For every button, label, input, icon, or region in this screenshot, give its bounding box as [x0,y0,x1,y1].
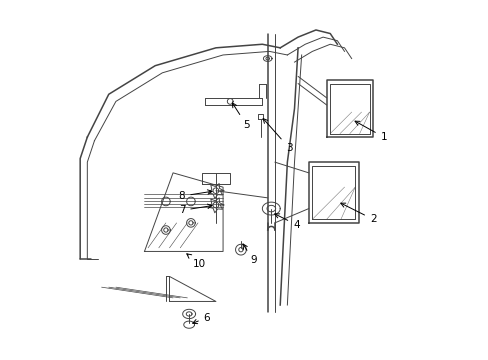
Text: 6: 6 [192,312,210,324]
Text: 9: 9 [243,244,256,265]
Text: 2: 2 [340,203,376,224]
Text: 3: 3 [263,118,292,153]
Text: 8: 8 [178,190,212,201]
Text: 4: 4 [274,214,299,230]
Text: 1: 1 [354,121,386,142]
Text: 7: 7 [178,204,212,215]
Text: 5: 5 [232,103,249,130]
Text: 10: 10 [186,254,206,269]
